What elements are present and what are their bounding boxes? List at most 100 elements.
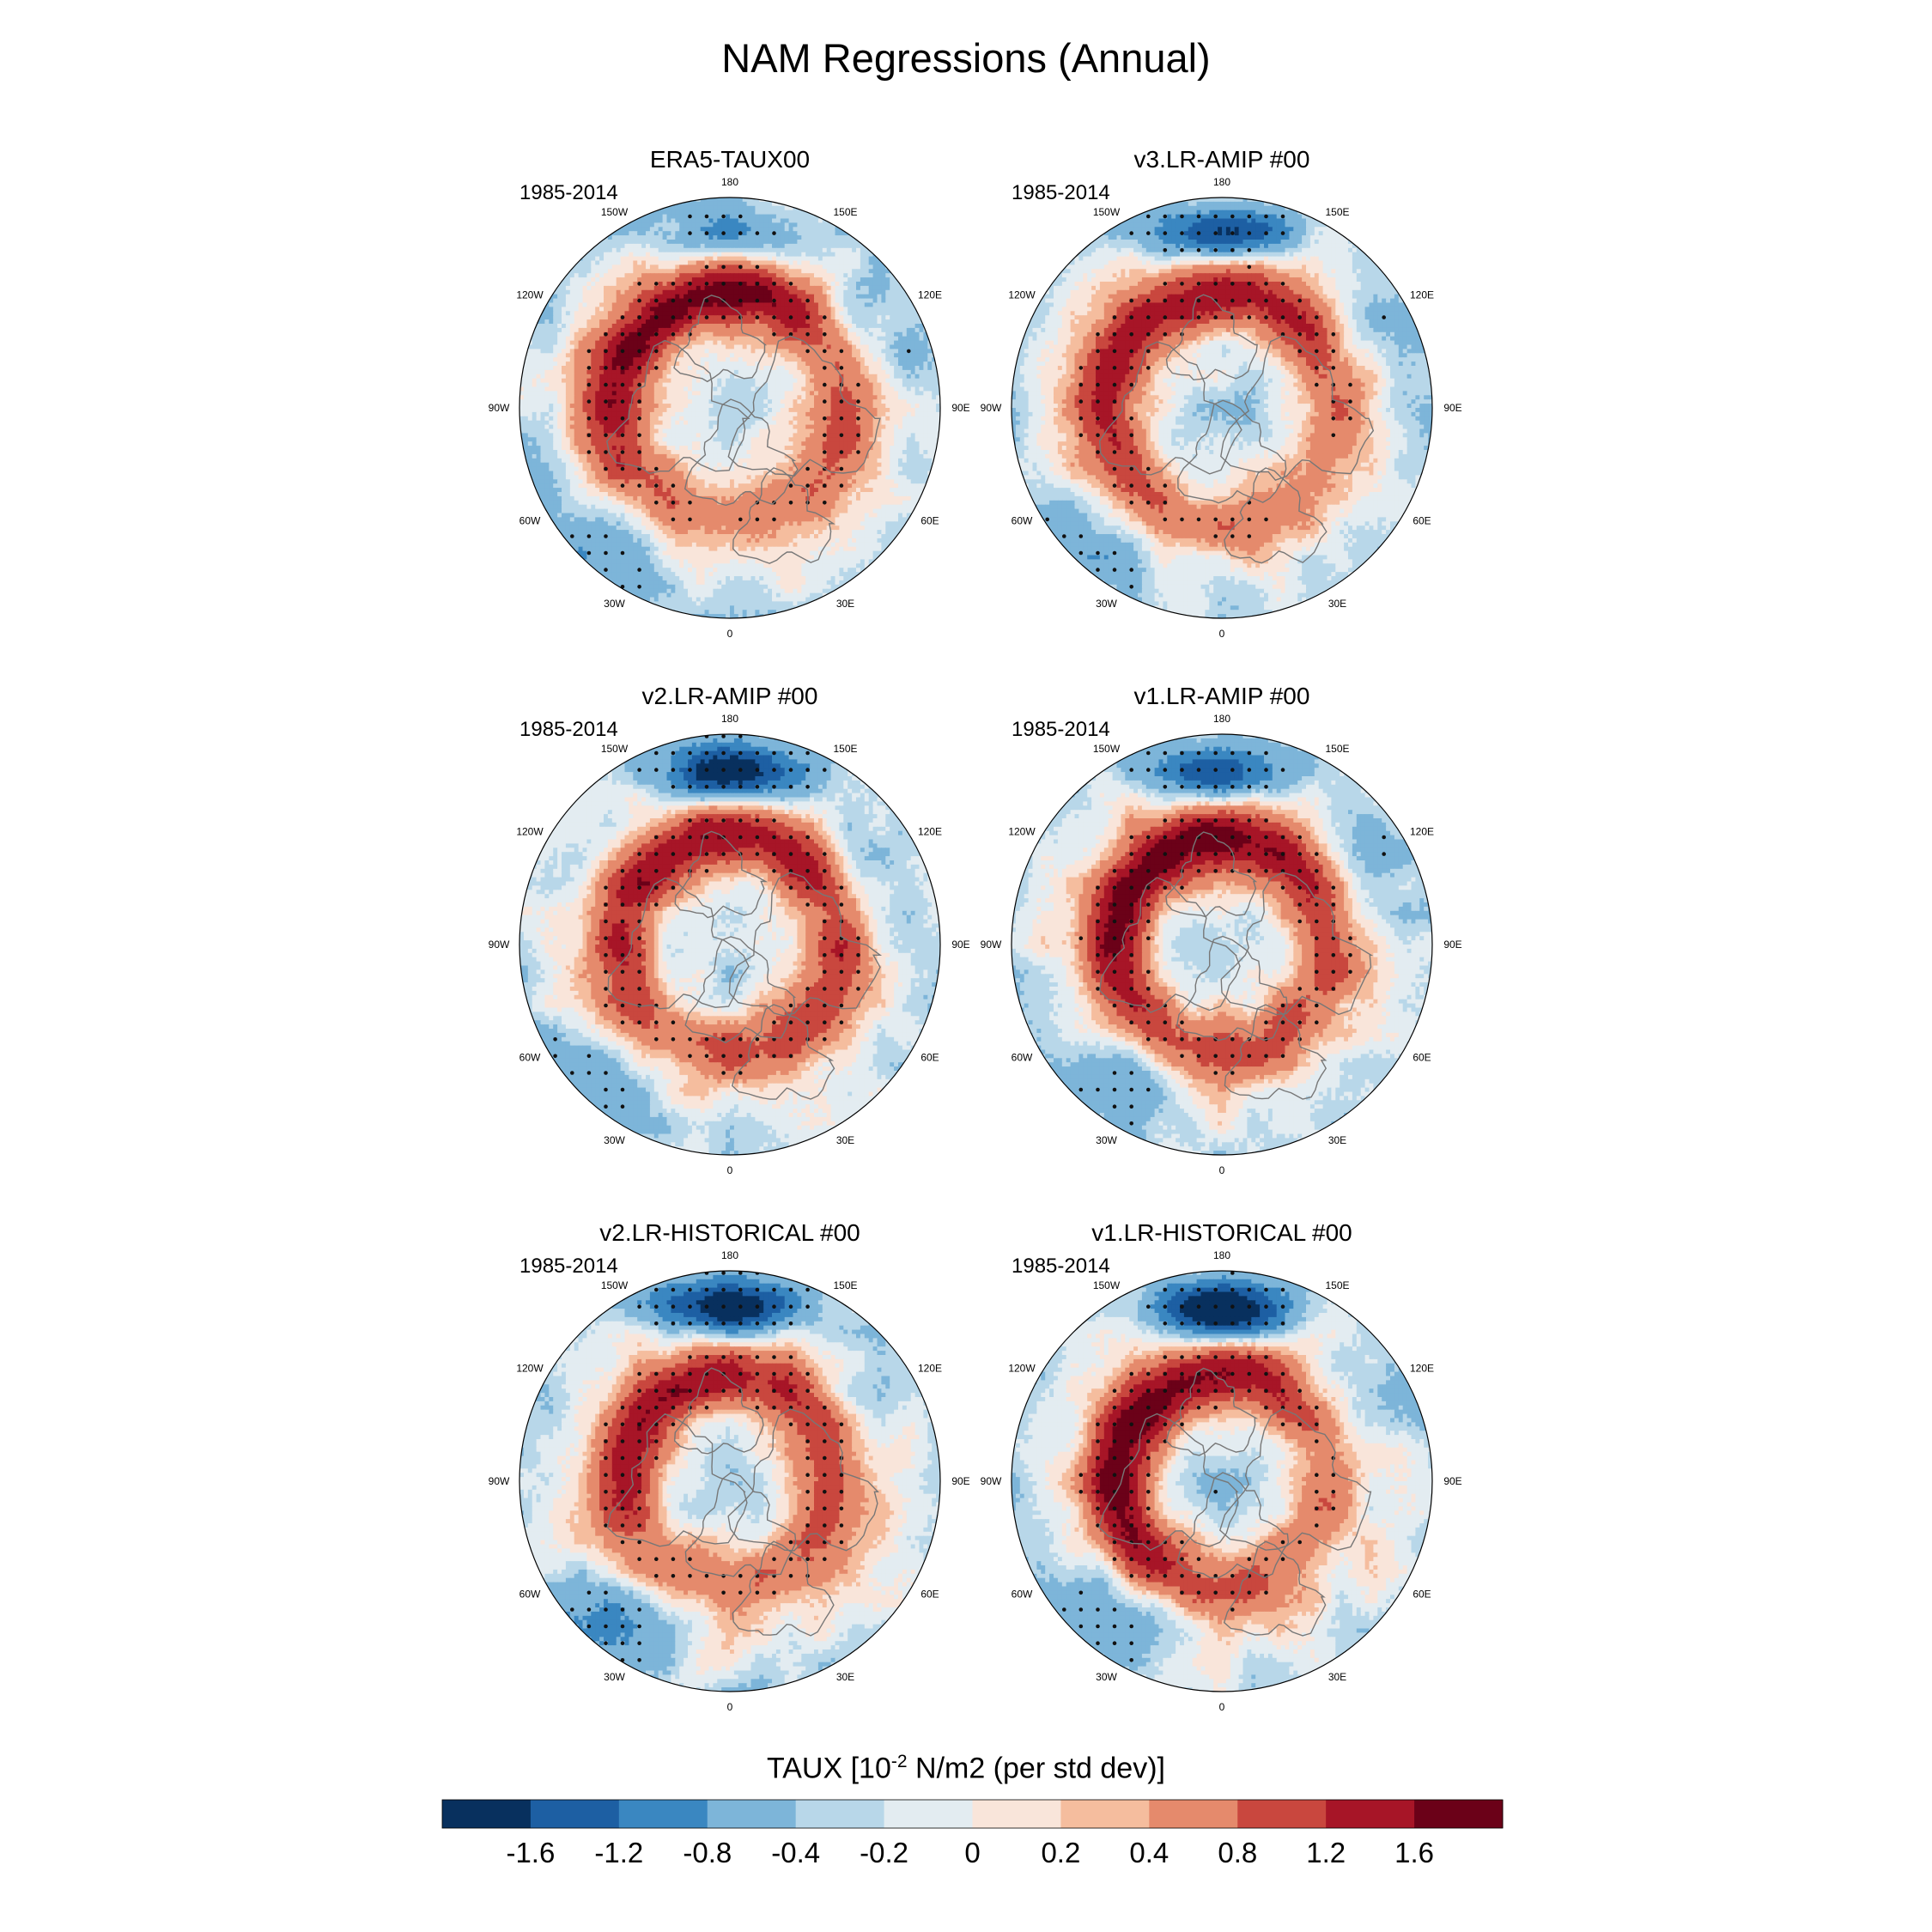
field-cell bbox=[691, 260, 697, 265]
field-cell bbox=[683, 408, 689, 413]
field-cell bbox=[704, 369, 710, 375]
field-cell bbox=[624, 311, 629, 316]
field-cell bbox=[569, 277, 575, 283]
field-cell bbox=[700, 349, 706, 354]
field-cell bbox=[536, 446, 542, 451]
field-cell bbox=[557, 349, 562, 354]
field-cell bbox=[890, 349, 895, 354]
field-cell bbox=[653, 391, 659, 396]
field-cell bbox=[611, 441, 617, 447]
field-cell bbox=[637, 446, 642, 451]
field-cell bbox=[839, 331, 844, 337]
field-cell bbox=[658, 399, 664, 404]
field-cell bbox=[591, 289, 596, 295]
field-cell bbox=[780, 395, 786, 400]
field-cell bbox=[830, 382, 836, 388]
field-cell bbox=[713, 205, 718, 211]
field-cell bbox=[726, 218, 731, 223]
field-cell bbox=[738, 243, 744, 249]
field-cell bbox=[599, 382, 605, 388]
field-cell bbox=[852, 285, 857, 291]
field-cell bbox=[932, 382, 937, 388]
field-cell bbox=[578, 404, 584, 409]
field-cell bbox=[624, 446, 629, 451]
field-cell bbox=[527, 408, 533, 413]
field-cell bbox=[839, 269, 844, 274]
field-cell bbox=[852, 252, 857, 258]
field-cell bbox=[536, 331, 542, 337]
field-cell bbox=[641, 273, 647, 278]
field-cell bbox=[679, 327, 684, 333]
field-cell bbox=[629, 411, 634, 417]
field-cell bbox=[565, 408, 571, 413]
field-cell bbox=[717, 252, 722, 258]
field-cell bbox=[839, 327, 844, 333]
field-cell bbox=[633, 424, 638, 430]
field-cell bbox=[599, 366, 605, 371]
field-cell bbox=[713, 420, 718, 426]
field-cell bbox=[591, 273, 596, 278]
field-cell bbox=[848, 391, 853, 396]
field-cell bbox=[717, 369, 722, 375]
field-cell bbox=[726, 311, 731, 316]
field-cell bbox=[671, 369, 676, 375]
field-cell bbox=[569, 344, 575, 349]
field-cell bbox=[801, 227, 806, 232]
field-cell bbox=[675, 340, 680, 346]
field-cell bbox=[885, 294, 890, 300]
field-cell bbox=[527, 420, 533, 426]
field-cell bbox=[733, 307, 739, 312]
field-cell bbox=[708, 235, 714, 240]
field-cell bbox=[793, 269, 798, 274]
field-cell bbox=[746, 391, 752, 396]
field-cell bbox=[822, 289, 828, 295]
field-cell bbox=[616, 349, 622, 354]
field-cell bbox=[671, 269, 676, 274]
field-cell bbox=[519, 382, 525, 388]
field-cell bbox=[666, 264, 671, 270]
field-cell bbox=[688, 235, 693, 240]
field-cell bbox=[742, 227, 748, 232]
field-cell bbox=[763, 411, 769, 417]
field-cell bbox=[708, 273, 714, 278]
field-cell bbox=[565, 446, 571, 451]
field-cell bbox=[772, 222, 777, 228]
field-cell bbox=[830, 247, 836, 253]
field-cell bbox=[637, 235, 642, 240]
field-cell bbox=[906, 324, 912, 329]
field-cell bbox=[540, 433, 545, 438]
field-cell bbox=[557, 378, 562, 384]
field-cell bbox=[646, 302, 651, 307]
field-cell bbox=[780, 446, 786, 451]
field-cell bbox=[839, 437, 844, 442]
field-cell bbox=[885, 327, 890, 333]
field-cell bbox=[730, 366, 735, 371]
field-cell bbox=[646, 441, 651, 447]
field-cell bbox=[826, 289, 832, 295]
field-cell bbox=[641, 336, 647, 342]
field-cell bbox=[848, 285, 853, 291]
field-cell bbox=[688, 273, 693, 278]
field-cell bbox=[708, 386, 714, 392]
field-cell bbox=[569, 408, 575, 413]
field-cell bbox=[805, 336, 811, 342]
field-cell bbox=[620, 428, 626, 434]
field-cell bbox=[629, 298, 634, 304]
field-cell bbox=[675, 222, 680, 228]
field-cell bbox=[616, 298, 622, 304]
field-cell bbox=[742, 404, 748, 409]
field-cell bbox=[721, 302, 726, 307]
field-cell bbox=[788, 218, 794, 223]
field-cell bbox=[919, 424, 924, 430]
field-cell bbox=[683, 214, 689, 220]
field-cell bbox=[595, 369, 600, 375]
field-cell bbox=[801, 256, 806, 262]
field-cell bbox=[763, 428, 769, 434]
field-cell bbox=[557, 353, 562, 358]
field-cell bbox=[696, 205, 702, 211]
field-cell bbox=[890, 282, 895, 287]
field-cell bbox=[759, 420, 764, 426]
field-cell bbox=[814, 294, 819, 300]
field-cell bbox=[696, 298, 702, 304]
field-cell bbox=[763, 264, 769, 270]
